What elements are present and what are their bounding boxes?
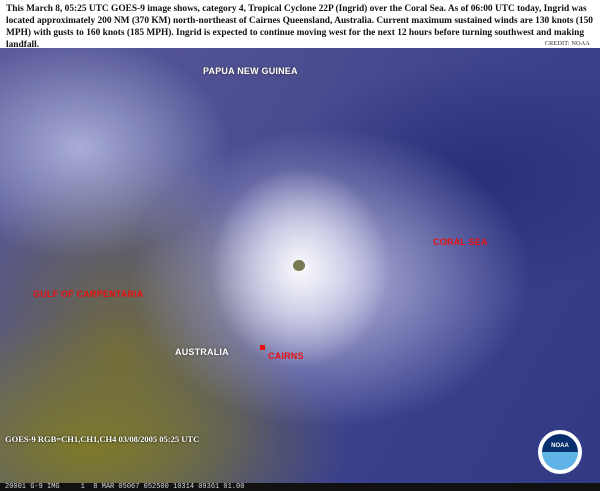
noaa-logo: NOAA	[538, 430, 582, 474]
cairns-marker	[260, 345, 265, 350]
image-info: GOES-9 RGB=CH1,CH1,CH4 03/08/2005 05:25 …	[5, 434, 200, 444]
satellite-image: PAPUA NEW GUINEA CORAL SEA GULF OF CARPE…	[0, 48, 600, 483]
cyclone-eye	[293, 260, 305, 271]
label-cairns: CAIRNS	[268, 351, 304, 361]
label-papua-new-guinea: PAPUA NEW GUINEA	[203, 66, 298, 76]
label-gulf-of-carpentaria: GULF OF CARPENTARIA	[33, 289, 144, 299]
noaa-logo-text: NOAA	[551, 443, 569, 449]
credit-text: CREDIT: NOAA	[544, 40, 590, 47]
label-australia: AUSTRALIA	[175, 347, 229, 357]
image-caption: This March 8, 05:25 UTC GOES-9 image sho…	[6, 4, 593, 50]
data-strip: 20001 G-9 IMG 1 8 MAR 05067 052500 10314…	[0, 483, 600, 491]
label-coral-sea: CORAL SEA	[433, 237, 488, 247]
